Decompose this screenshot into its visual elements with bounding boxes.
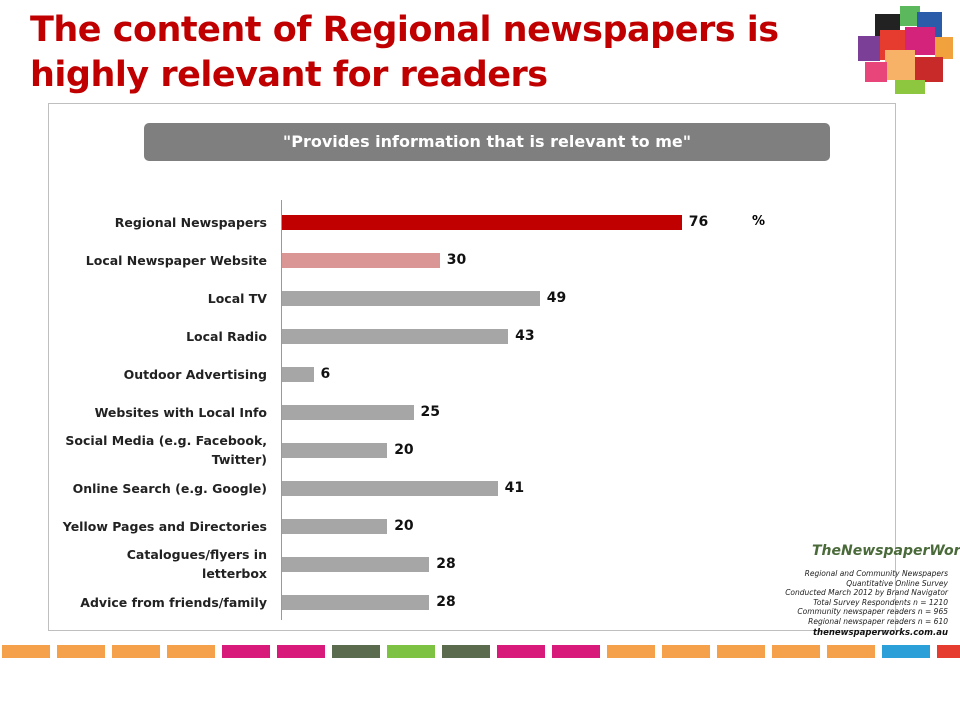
decor-block bbox=[662, 645, 710, 658]
decor-block bbox=[277, 645, 325, 658]
category-label: Catalogues/flyers in letterbox bbox=[126, 547, 267, 581]
category-label: Advice from friends/family bbox=[80, 594, 267, 610]
value-label: 76 bbox=[688, 214, 709, 230]
bar bbox=[282, 556, 430, 572]
chart-frame bbox=[48, 103, 896, 631]
unit-label: % bbox=[752, 214, 766, 229]
decor-block bbox=[497, 645, 545, 658]
value-label: 43 bbox=[515, 328, 535, 344]
value-label: 30 bbox=[446, 252, 467, 268]
slide-title: The content of Regional newspapers is hi… bbox=[30, 10, 779, 95]
decor-block bbox=[882, 645, 930, 658]
bar bbox=[282, 442, 388, 458]
footnote-line: Quantitative Online Survey bbox=[846, 578, 948, 588]
decor-block bbox=[332, 645, 380, 658]
footnote-line: Conducted March 2012 by Brand Navigator bbox=[785, 588, 948, 597]
decor-block bbox=[772, 645, 820, 658]
bar bbox=[282, 366, 314, 382]
bar bbox=[282, 214, 682, 230]
bar bbox=[282, 404, 414, 420]
footnote-line: Community newspaper readers n = 965 bbox=[797, 607, 948, 616]
value-label: 28 bbox=[436, 594, 456, 610]
bar bbox=[282, 252, 440, 268]
decor-block bbox=[222, 645, 270, 658]
footnote-line: Regional newspaper readers n = 610 bbox=[808, 616, 948, 626]
decor-strip bbox=[0, 645, 960, 658]
footnote: Regional and Community Newspapers Quantit… bbox=[785, 569, 948, 626]
decor-block bbox=[387, 645, 435, 658]
category-label: Local Newspaper Website bbox=[85, 252, 267, 268]
value-label: 28 bbox=[436, 556, 456, 572]
decor-block bbox=[827, 645, 875, 658]
axis-line bbox=[281, 200, 282, 620]
chart-title: "Provides information that is relevant t… bbox=[144, 123, 830, 161]
decor-block bbox=[2, 645, 50, 658]
value-label: 41 bbox=[504, 480, 525, 496]
logo-text: TheNewspaperWorks bbox=[812, 543, 960, 559]
category-label: Regional Newspapers bbox=[114, 214, 267, 230]
decor-block bbox=[442, 645, 490, 658]
bar bbox=[282, 518, 388, 534]
decor-block bbox=[167, 645, 215, 658]
decor-block bbox=[552, 645, 600, 658]
bar bbox=[282, 290, 540, 306]
footnote-line: Regional and Community Newspapers bbox=[804, 569, 948, 578]
value-label: 25 bbox=[420, 404, 440, 420]
bar bbox=[282, 480, 498, 496]
category-label: Online Search (e.g. Google) bbox=[72, 480, 267, 496]
footnote-line: Total Survey Respondents n = 1210 bbox=[813, 597, 948, 607]
decor-block bbox=[112, 645, 160, 658]
value-label: 20 bbox=[394, 518, 414, 534]
decor-block bbox=[717, 645, 765, 658]
website: thenewspaperworks.com.au bbox=[812, 628, 948, 638]
category-label: Yellow Pages and Directories bbox=[62, 518, 267, 534]
decor-block bbox=[57, 645, 105, 658]
decor-block bbox=[607, 645, 655, 658]
value-label: 6 bbox=[320, 366, 331, 382]
bar bbox=[282, 328, 509, 344]
category-label: Social Media (e.g. Facebook, Twitter) bbox=[65, 433, 267, 467]
category-label: Websites with Local Info bbox=[94, 404, 267, 420]
value-label: 49 bbox=[546, 290, 567, 306]
value-label: 20 bbox=[394, 442, 414, 458]
category-label: Local Radio bbox=[186, 328, 267, 344]
bar bbox=[282, 594, 430, 610]
category-label: Outdoor Advertising bbox=[123, 366, 267, 382]
category-label: Local TV bbox=[207, 290, 267, 306]
decor-block bbox=[937, 645, 960, 658]
logo-mosaic bbox=[855, 2, 955, 97]
